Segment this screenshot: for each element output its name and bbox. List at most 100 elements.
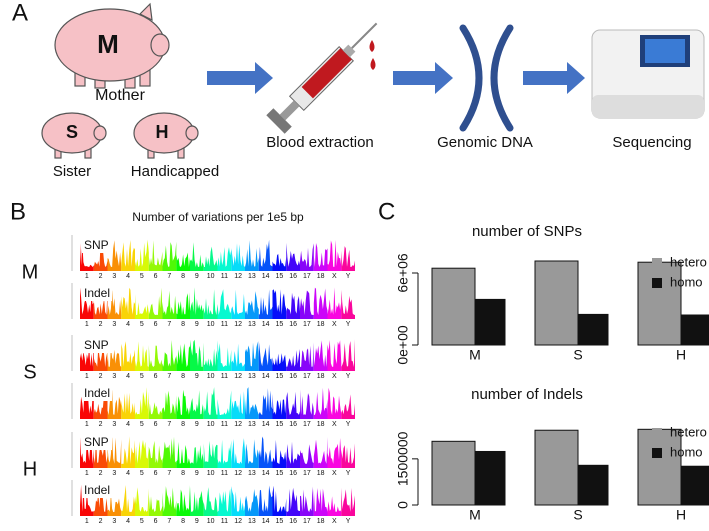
variation-spikes (300, 389, 314, 419)
variation-spikes (245, 439, 259, 468)
chromosome-label: 18 (317, 518, 325, 525)
variation-spikes (313, 340, 328, 371)
variation-spikes (341, 394, 355, 419)
sample-label: S (23, 361, 36, 383)
chromosome-label: 13 (248, 518, 256, 525)
chromosome-label: 15 (275, 470, 283, 477)
variation-spikes (327, 340, 342, 371)
variation-spikes (176, 292, 190, 319)
chromosome-label: 11 (221, 321, 228, 328)
chromosome-label: 13 (248, 273, 256, 280)
variation-spikes (231, 343, 245, 371)
chromosome-label: 2 (99, 321, 103, 328)
chromosome-label: 14 (262, 373, 270, 380)
variation-spikes (135, 387, 149, 419)
variation-spikes (203, 440, 218, 468)
chromosome-label: 2 (99, 470, 103, 477)
variation-spikes (148, 402, 163, 419)
chromosome-label: 15 (275, 373, 283, 380)
bar (474, 450, 506, 506)
variation-spikes (272, 485, 287, 516)
variation-spikes (203, 348, 218, 371)
variation-spikes (80, 287, 94, 319)
y-tick-label: 0e+00 (395, 325, 411, 365)
variation-spikes (93, 486, 108, 516)
variation-spikes (272, 289, 287, 319)
pig-label: Handicapped (131, 163, 219, 180)
chromosome-label: 5 (140, 470, 144, 477)
variation-spikes (245, 387, 259, 419)
variation-spikes (121, 436, 135, 468)
chromosome-label: 16 (289, 470, 297, 477)
chromosome-label: 3 (112, 321, 116, 328)
variation-spikes (93, 438, 108, 468)
chart-title: number of Indels (471, 386, 583, 403)
chromosome-label: 10 (207, 518, 215, 525)
variation-spikes (286, 292, 300, 319)
variation-spikes (121, 341, 135, 371)
chromosome-label: 15 (275, 518, 283, 525)
variation-spikes (162, 436, 177, 468)
chromosome-label: 10 (207, 273, 215, 280)
chromosome-label: X (332, 321, 337, 328)
chromosome-label: 10 (207, 373, 215, 380)
chromosome-label: 8 (181, 470, 185, 477)
bar (577, 313, 609, 346)
chromosome-label: X (332, 273, 337, 280)
chromosome-label: 8 (181, 518, 185, 525)
panel-b-title: Number of variations per 1e5 bp (132, 210, 304, 224)
chromosome-label: 17 (303, 373, 311, 380)
track-label: Indel (84, 483, 110, 497)
chromosome-label: 14 (262, 321, 270, 328)
bar (577, 464, 609, 506)
chromosome-label: Y (346, 421, 351, 428)
variation-spikes (217, 439, 232, 468)
variation-spikes (148, 345, 163, 371)
track-label: SNP (84, 338, 109, 352)
variation-spikes (148, 287, 163, 319)
chromosome-label: 2 (99, 373, 103, 380)
variation-spikes (148, 240, 163, 271)
chromosome-label: 11 (221, 470, 228, 477)
pig-mother (54, 2, 170, 89)
variation-spikes (162, 340, 177, 371)
chromosome-label: 4 (126, 470, 130, 477)
legend-label: hetero (670, 424, 707, 439)
chromosome-label: X (332, 421, 337, 428)
chromosome-label: 14 (262, 518, 270, 525)
variation-spikes (217, 488, 232, 516)
variation-spikes (272, 393, 287, 419)
variation-spikes (135, 487, 149, 516)
blood-drop (370, 58, 376, 70)
panel-label: C (378, 198, 395, 225)
variation-spikes (203, 487, 218, 516)
chromosome-label: 11 (221, 273, 228, 280)
variation-spikes (203, 246, 218, 271)
pig-letter: H (156, 122, 169, 142)
chromosome-label: 5 (140, 273, 144, 280)
variation-spikes (327, 287, 342, 319)
chromosome-label: 1 (85, 421, 89, 428)
variation-spikes (341, 487, 355, 516)
chromosome-label: 12 (234, 273, 242, 280)
chromosome-label: 17 (303, 421, 311, 428)
panel-label: A (12, 0, 28, 26)
chromosome-label: 10 (207, 321, 215, 328)
chromosome-label: Y (346, 518, 351, 525)
chromosome-label: 7 (167, 518, 171, 525)
chromosome-label: 12 (234, 373, 242, 380)
variation-spikes (231, 243, 245, 271)
variation-spikes (217, 289, 232, 319)
chromosome-label: 13 (248, 321, 256, 328)
chromosome-label: 5 (140, 518, 144, 525)
variation-spikes (176, 252, 190, 271)
variation-spikes (286, 487, 300, 516)
chromosome-label: 5 (140, 421, 144, 428)
pig-letter: S (66, 122, 78, 142)
chromosome-label: 8 (181, 373, 185, 380)
sample-label: M (22, 261, 39, 283)
variation-spikes (341, 443, 355, 468)
chromosome-label: Y (346, 321, 351, 328)
